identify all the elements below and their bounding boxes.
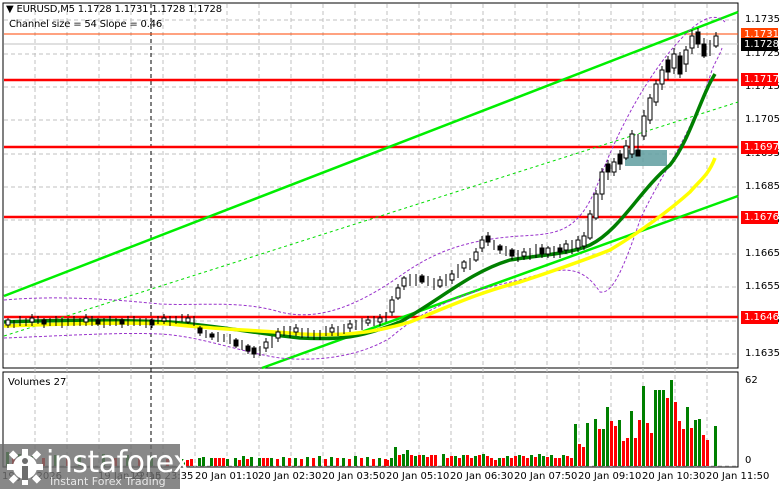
price-tick: 1.1725 bbox=[745, 48, 780, 59]
price-tick: 1.1665 bbox=[745, 248, 780, 259]
time-label: 20 Jan 02:30 bbox=[258, 471, 322, 482]
price-tick: 1.1655 bbox=[745, 281, 780, 292]
candle-bodies-bear bbox=[41, 31, 707, 355]
instaforex-watermark: instaforex Instant Forex Trading bbox=[0, 444, 191, 489]
bid-price-tag: 1.1728 bbox=[741, 38, 779, 51]
collapse-triangle-icon[interactable]: ▼ bbox=[6, 4, 14, 15]
price-tick: 1.1635 bbox=[745, 348, 780, 359]
time-label: 20 Jan 01:10 bbox=[195, 471, 259, 482]
main-pane[interactable] bbox=[2, 2, 739, 369]
time-label: 20 Jan 07:50 bbox=[514, 471, 578, 482]
candle-bodies bbox=[5, 35, 719, 349]
price-tick: 1.1735 bbox=[745, 14, 780, 25]
brand-tagline: Instant Forex Trading bbox=[50, 475, 166, 488]
time-label: 20 Jan 11:50 bbox=[706, 471, 770, 482]
channel-info: Channel size = 54 Slope = 0.46 bbox=[9, 19, 163, 30]
volume-min-label: 0 bbox=[745, 455, 752, 466]
time-label: 20 Jan 10:30 bbox=[642, 471, 706, 482]
symbol-header: ▼ EURUSD,M5 1.1728 1.1731 1.1728 1.1728 bbox=[6, 4, 222, 15]
time-label: 20 Jan 03:50 bbox=[322, 471, 386, 482]
level-tag-1697: 1.1697 bbox=[741, 141, 779, 154]
brand-name: instaforex bbox=[46, 445, 191, 480]
volume-bars bbox=[6, 380, 717, 466]
price-tick: 1.1685 bbox=[745, 181, 780, 192]
time-label: 20 Jan 05:10 bbox=[386, 471, 450, 482]
volumes-title: Volumes 27 bbox=[8, 377, 67, 388]
envelope-bands bbox=[3, 17, 726, 360]
time-label: 20 Jan 09:10 bbox=[578, 471, 642, 482]
level-tag-1646: 1.1646 bbox=[741, 311, 779, 324]
level-lines[interactable] bbox=[4, 78, 738, 319]
level-tag-1717: 1.1717 bbox=[741, 73, 779, 86]
gear-logo-icon bbox=[7, 449, 43, 485]
price-tick: 1.1705 bbox=[745, 114, 780, 125]
price-tick: 1.1715 bbox=[745, 81, 780, 92]
time-label: 20 Jan 06:30 bbox=[450, 471, 514, 482]
symbol-ohlc: EURUSD,M5 1.1728 1.1731 1.1728 1.1728 bbox=[16, 4, 222, 15]
level-tag-1676: 1.1676 bbox=[741, 211, 779, 224]
ask-price-tag: 1.1731 bbox=[741, 28, 779, 41]
volume-max-label: 62 bbox=[745, 375, 758, 386]
